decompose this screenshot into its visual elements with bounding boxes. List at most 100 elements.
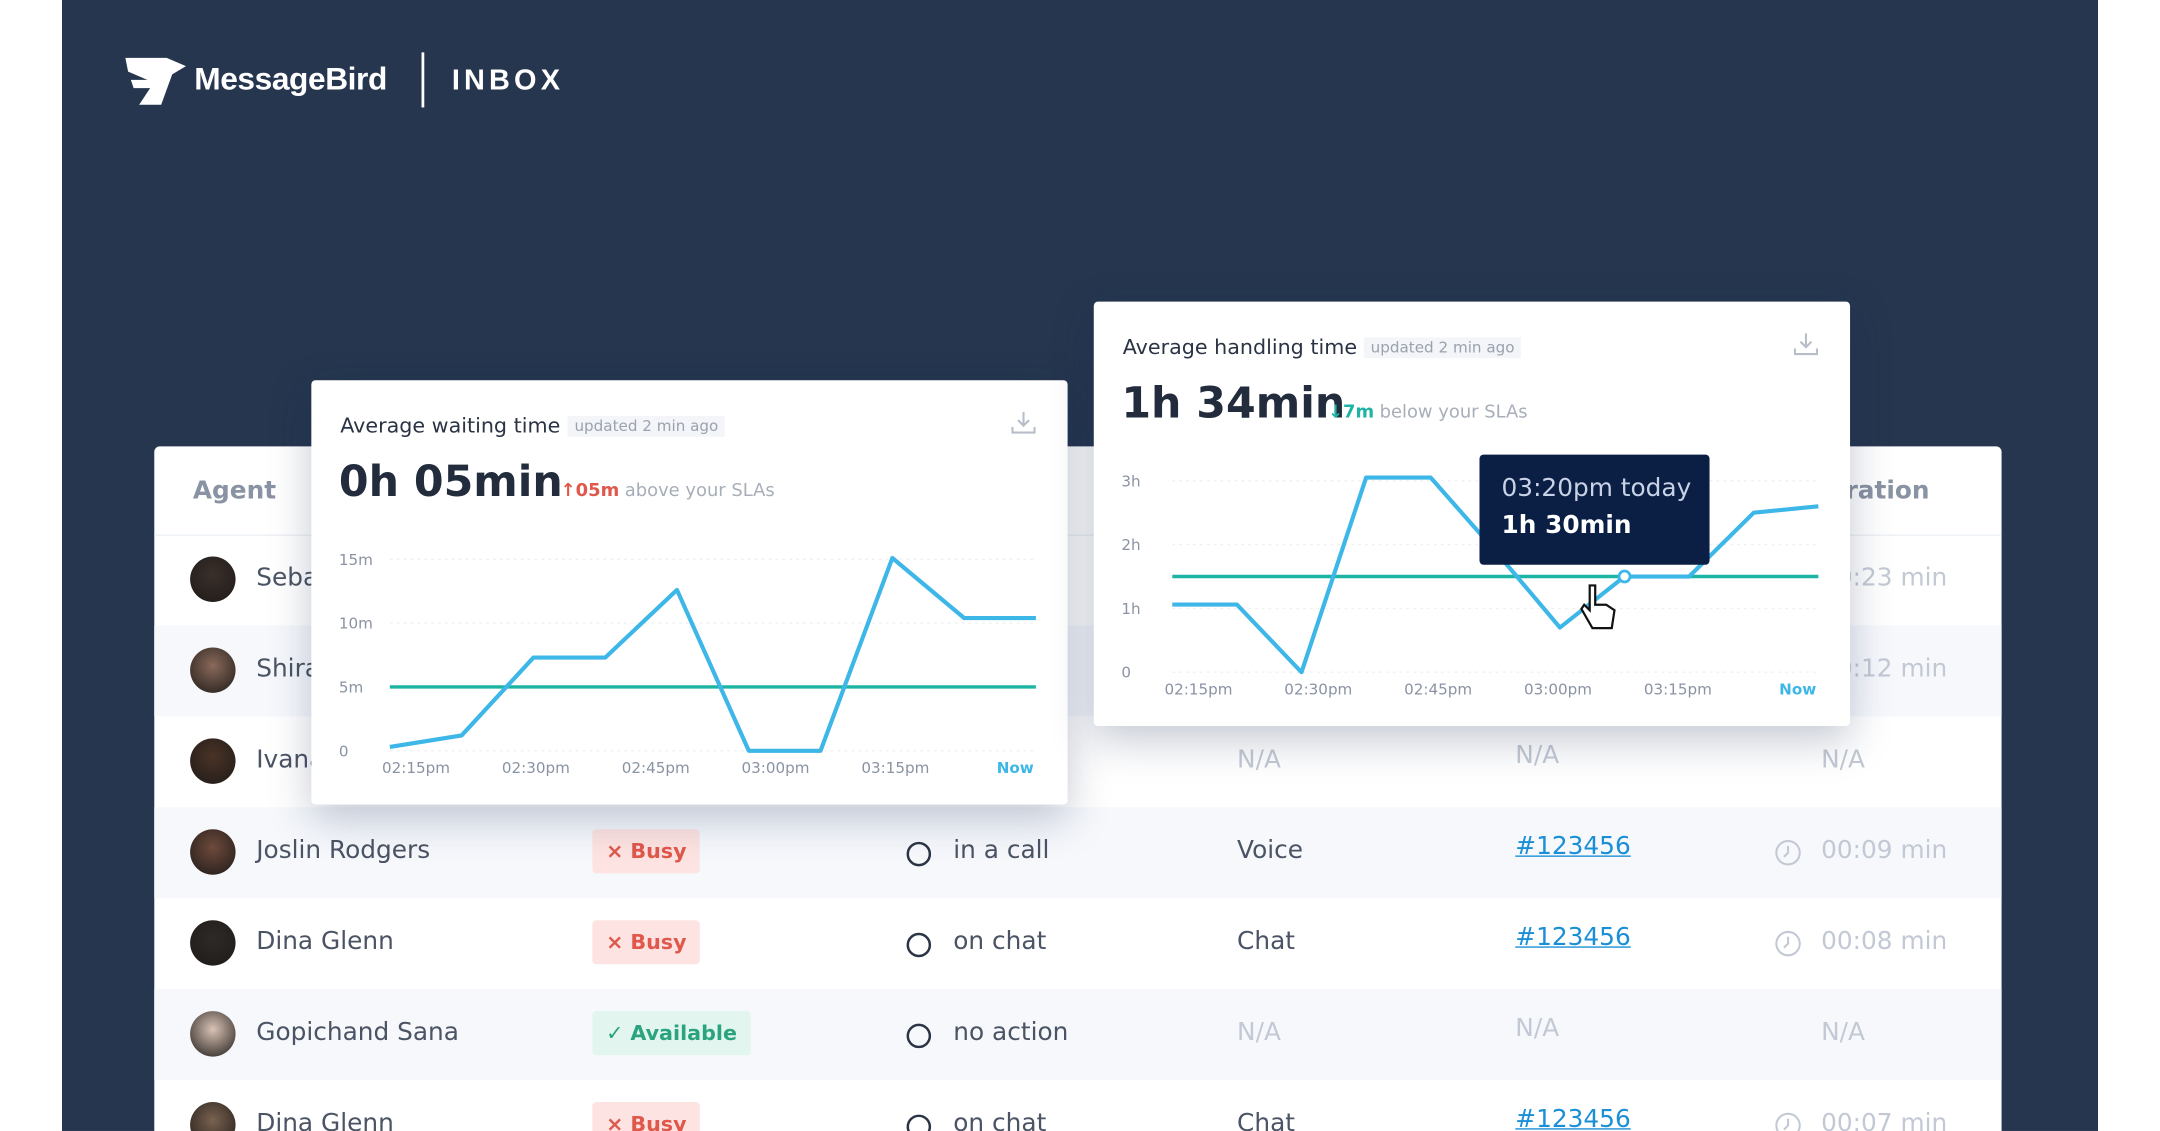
tooltip-time: 03:20pm today (1501, 473, 1692, 503)
status-pill: ✓ Available (592, 1011, 751, 1056)
table-row: Joslin Rodgers × Busy in a call Voice #123456… (154, 807, 2002, 899)
activity: on chat (953, 1108, 1047, 1131)
clock-icon (1775, 1112, 1801, 1131)
activity-icon (906, 1114, 932, 1131)
status: Busy (630, 929, 687, 955)
activity-icon (906, 1023, 932, 1049)
activity-icon (906, 841, 932, 867)
chart-card: Average waiting time updated 2 min ago 0h … (311, 380, 1068, 805)
status-icon: × (606, 838, 624, 864)
avatar (190, 1011, 236, 1057)
delta-arrow: ↓ (1327, 402, 1343, 423)
status-icon: × (606, 929, 624, 955)
status: Busy (630, 838, 687, 864)
duration: 00:08 min (1821, 927, 1948, 957)
chart-card: Average handling time updated 2 min ago 1h… (1093, 301, 1851, 726)
y-tick-label: 3h (1121, 472, 1140, 490)
status: Available (630, 1020, 738, 1046)
delta-note: below your SLAs (1379, 402, 1528, 423)
agent-name: Gopichand Sana (256, 1018, 459, 1047)
agent-name: Joslin Rodgers (256, 836, 431, 866)
ticket: #123456 (1515, 922, 1631, 952)
x-tick-label: 03:00pm (1524, 680, 1592, 698)
download-icon (1011, 411, 1036, 434)
x-tick-label: 02:30pm (502, 759, 570, 777)
activity: in a call (953, 836, 1050, 866)
delta-note: above your SLAs (624, 480, 775, 502)
updated-note: updated 2 min ago (567, 416, 726, 437)
status: Busy (630, 1111, 687, 1131)
status-pill: × Busy (592, 920, 701, 965)
avatar (190, 738, 236, 784)
hover-point (1617, 569, 1632, 584)
y-tick-label: 5m (339, 678, 363, 696)
card-title: Average handling time (1122, 334, 1358, 360)
activity: no action (953, 1018, 1069, 1047)
avatar (190, 829, 236, 875)
ticket: N/A (1515, 1013, 1560, 1043)
agent-name: Seba (256, 563, 319, 593)
ticket: #123456 (1515, 832, 1631, 861)
x-tick-label: 03:00pm (742, 759, 810, 777)
x-tick-label: 02:15pm (1164, 680, 1232, 698)
updated-note: updated 2 min ago (1363, 337, 1522, 359)
table-row: Seba 00:23 min (154, 534, 2001, 625)
x-tick-label: Now (1779, 680, 1816, 698)
x-tick-label: 02:30pm (1284, 680, 1352, 698)
y-tick-label: 2h (1121, 536, 1140, 554)
delta: ↑05m above your SLAs (561, 481, 775, 502)
line-chart: 0 1h 2h 3h 02:15pm 02:30pm 02:45pm 03:00pm 03:15… (1121, 472, 1819, 698)
download-icon (1793, 333, 1819, 356)
x-tick-label: 03:15pm (861, 759, 929, 777)
tooltip: 03:20pm today 1h 30min (1479, 454, 1710, 565)
card-title: Average waiting time (340, 413, 561, 439)
ticket: #123456 (1515, 1104, 1631, 1131)
delta: ↓7m below your SLAs (1328, 402, 1528, 423)
duration: 00:07 min (1821, 1108, 1948, 1131)
cursor-icon (1580, 584, 1616, 630)
x-tick-label: Now (997, 759, 1034, 777)
card-value: 1h 34min (1121, 378, 1346, 429)
channel: Chat (1237, 1108, 1296, 1131)
table-header (154, 446, 2002, 536)
channel: Voice (1237, 836, 1304, 866)
y-tick-label: 10m (339, 615, 373, 633)
duration: 00:09 min (1821, 836, 1948, 866)
separator (421, 52, 425, 108)
x-tick-label: 02:45pm (1404, 680, 1472, 698)
logo-icon (125, 57, 186, 105)
activity-icon (906, 932, 932, 958)
channel: N/A (1237, 745, 1281, 775)
x-tick-label: 02:45pm (622, 759, 690, 777)
y-tick-label: 0 (339, 742, 349, 760)
duration: N/A (1821, 1018, 1865, 1047)
agent-name: Shira (256, 654, 320, 684)
status-icon: × (606, 1111, 624, 1131)
brand: MessageBird (194, 60, 387, 97)
x-tick-label: 02:15pm (382, 759, 450, 777)
data-line (389, 555, 1036, 753)
table-row: Dina Glenn × Busy on chat Chat #123456 00:08 m… (154, 898, 2001, 989)
status-pill: × Busy (592, 829, 701, 874)
delta-arrow: ↑ (560, 480, 576, 502)
y-tick-label: 1h (1121, 600, 1140, 618)
channel: Chat (1237, 927, 1296, 957)
ticket: N/A (1515, 741, 1560, 771)
duration: N/A (1821, 745, 1865, 775)
status-icon: ✓ (606, 1020, 624, 1046)
y-tick-label: 0 (1121, 664, 1131, 682)
x-tick-label: 03:15pm (1644, 680, 1712, 698)
column-header: Agent (192, 476, 277, 506)
status-pill: × Busy (592, 1102, 701, 1131)
delta-value: 7m (1342, 402, 1375, 423)
table-row: Gopichand Sana ✓ Available no action N/A N/A N… (154, 989, 2002, 1080)
agent-name: Dina Glenn (256, 927, 394, 957)
avatar (190, 920, 236, 966)
tooltip-value: 1h 30min (1501, 511, 1632, 540)
agent-name: Dina Glenn (256, 1108, 394, 1131)
table-row: Dina Glenn × Busy on chat Chat #123456 00:07 m… (154, 1080, 2001, 1131)
clock-icon (1775, 839, 1801, 866)
avatar (190, 1102, 236, 1131)
clock-icon (1775, 930, 1801, 957)
